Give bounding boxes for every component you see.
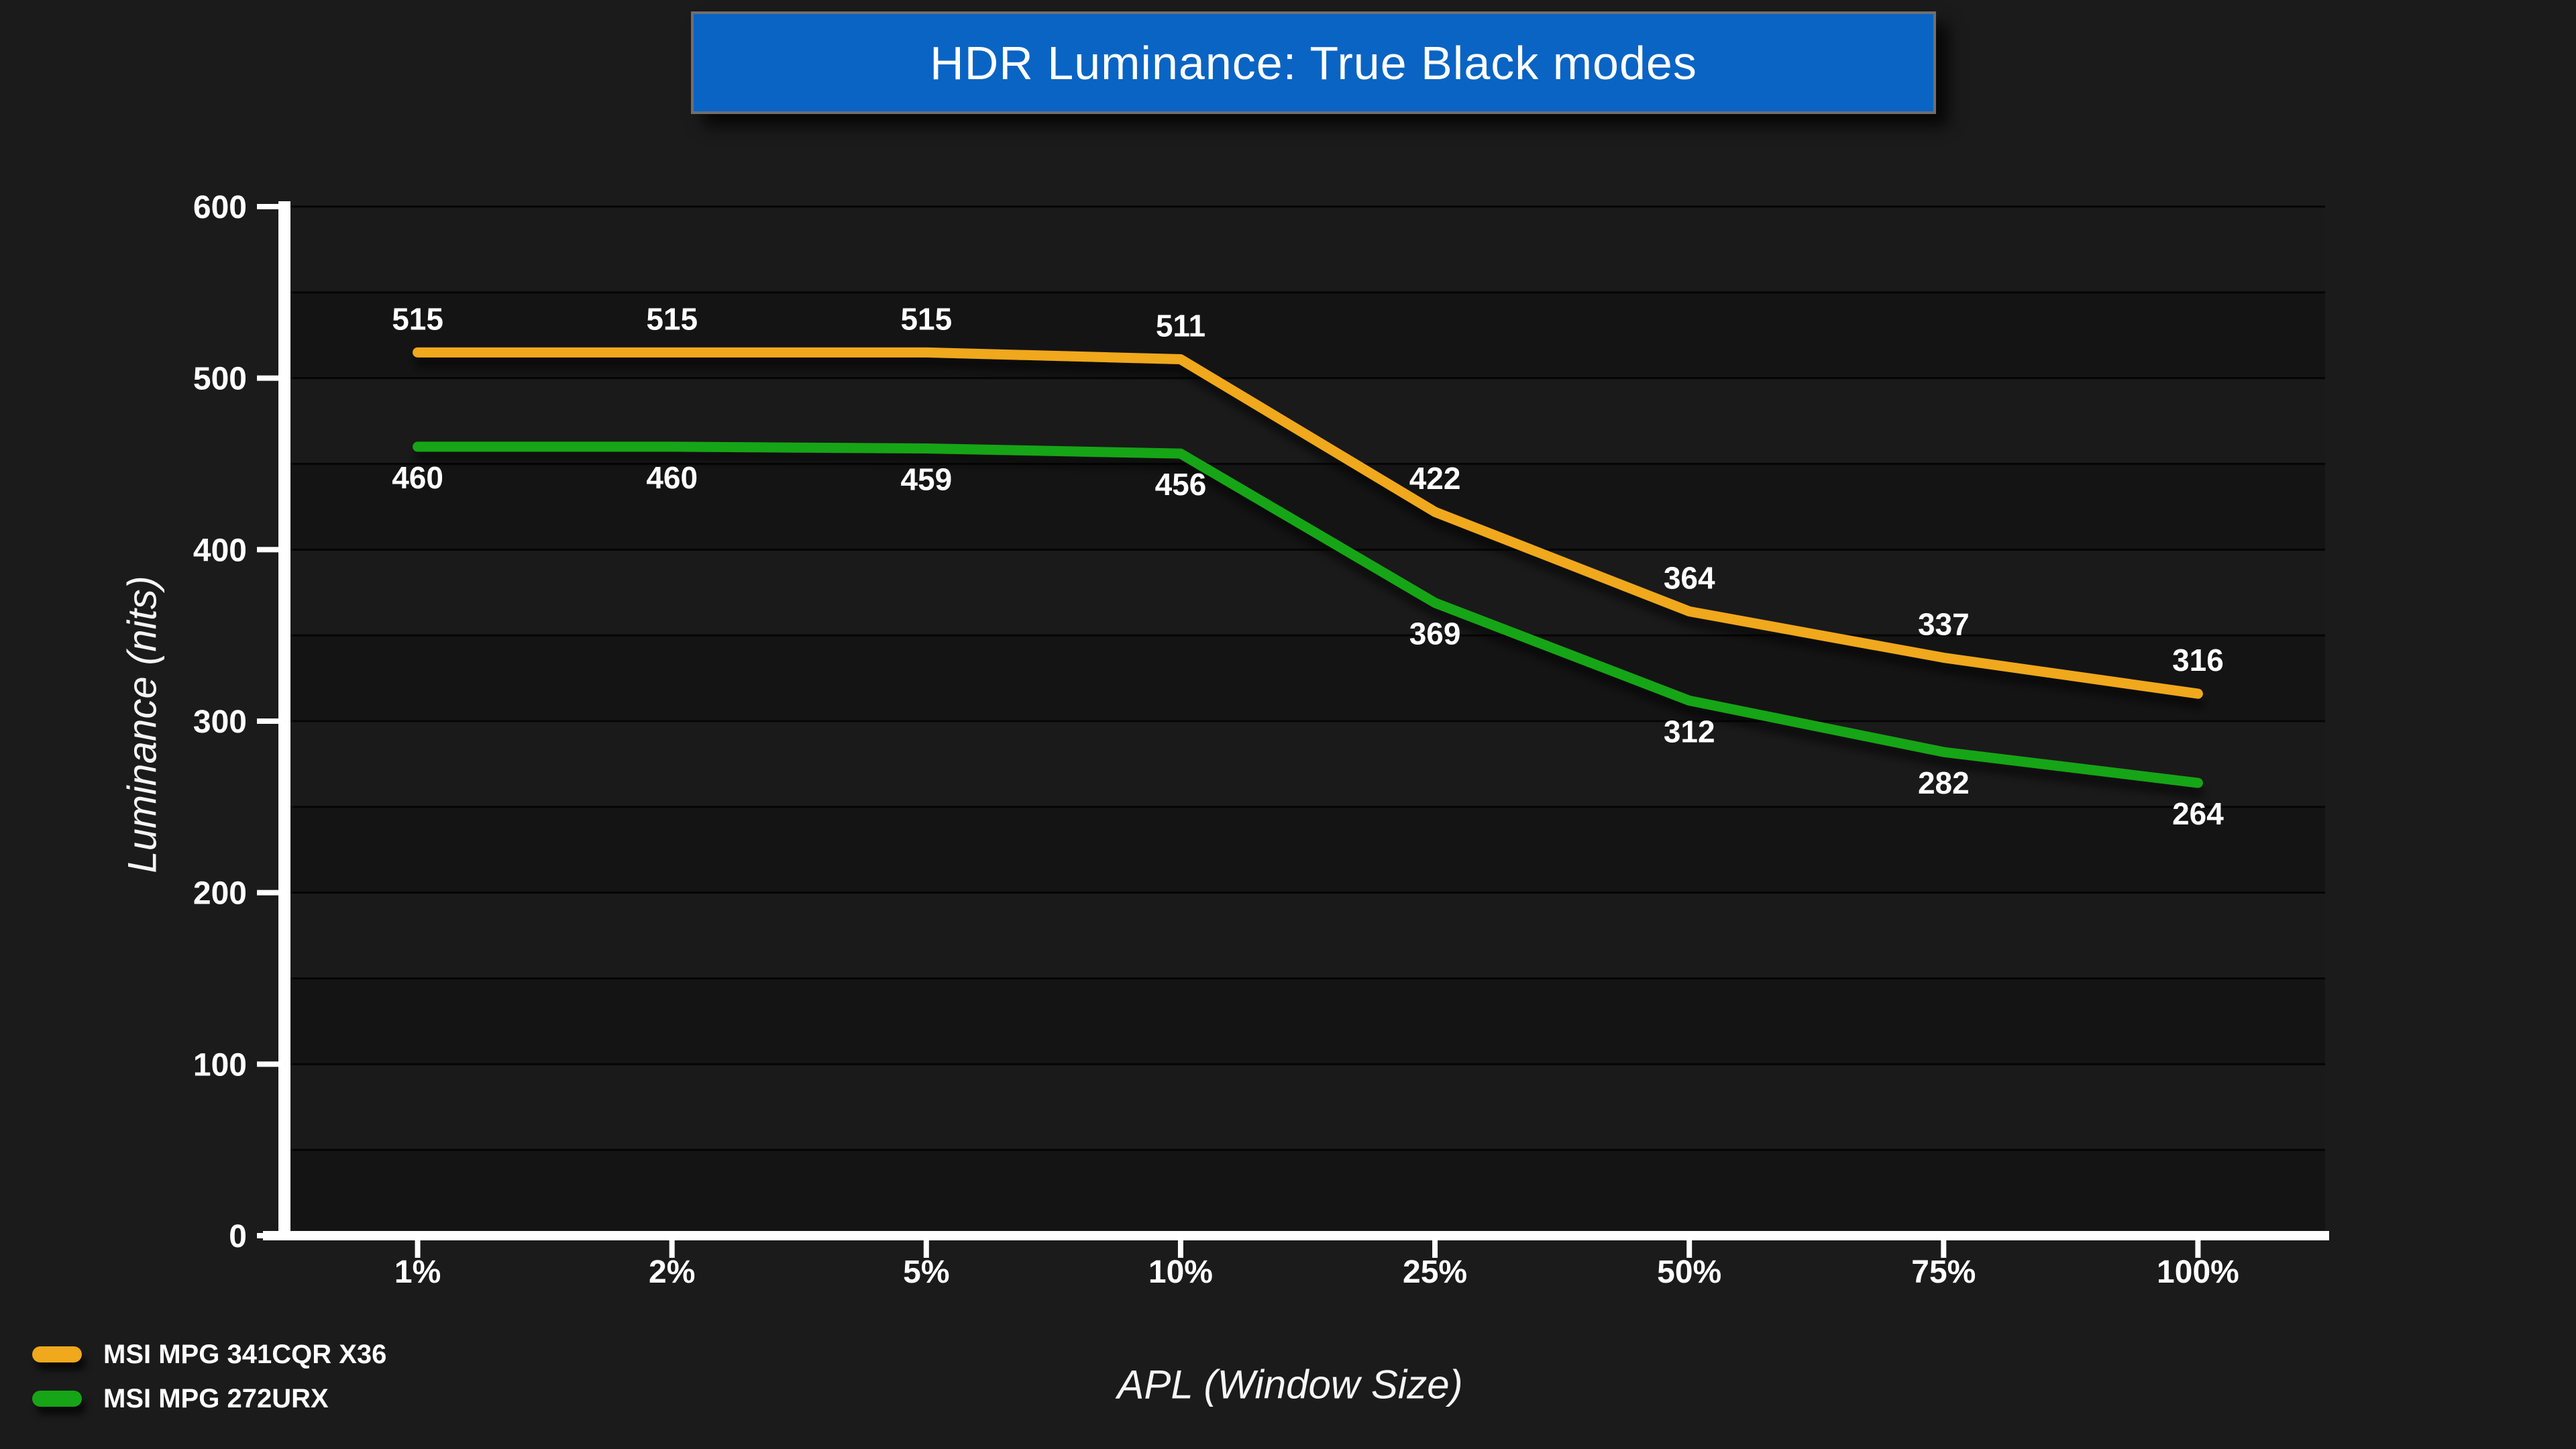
svg-text:515: 515 <box>900 301 952 336</box>
svg-text:25%: 25% <box>1403 1254 1467 1290</box>
y-axis-title: Luminance (nits) <box>119 576 165 873</box>
svg-text:511: 511 <box>1156 309 1205 343</box>
legend-item: MSI MPG 272URX <box>32 1383 386 1415</box>
svg-text:422: 422 <box>1409 461 1461 496</box>
svg-text:10%: 10% <box>1148 1254 1213 1290</box>
svg-text:300: 300 <box>193 704 247 740</box>
chart-title-banner: HDR Luminance: True Black modes <box>691 11 1936 114</box>
x-axis-title: APL (Window Size) <box>1117 1362 1463 1407</box>
svg-text:100: 100 <box>193 1047 247 1083</box>
svg-text:75%: 75% <box>1911 1254 1976 1290</box>
svg-text:0: 0 <box>229 1219 247 1254</box>
axis-ticks <box>257 204 2201 1258</box>
svg-text:264: 264 <box>2172 796 2224 831</box>
data-point-labels: 515 515 515 511 422 364 337 316 460 460 459 456 369 3… <box>392 301 2224 831</box>
horizontal-gridlines <box>290 205 2325 1151</box>
chart-title: HDR Luminance: True Black modes <box>930 36 1697 89</box>
svg-text:369: 369 <box>1409 616 1461 651</box>
axis-tick-labels: 0 100 200 300 400 500 600 1% 2% 5% 10% 25% 50% 75% 100… <box>193 190 2239 1290</box>
svg-text:50%: 50% <box>1657 1254 1721 1290</box>
svg-text:5%: 5% <box>903 1254 949 1290</box>
svg-text:460: 460 <box>392 460 443 495</box>
svg-text:364: 364 <box>1664 560 1715 595</box>
svg-text:316: 316 <box>2172 643 2224 678</box>
legend-item: MSI MPG 341CQR X36 <box>32 1338 386 1371</box>
svg-text:515: 515 <box>646 301 698 336</box>
svg-text:282: 282 <box>1918 765 1970 800</box>
legend-label: MSI MPG 341CQR X36 <box>103 1339 387 1369</box>
svg-text:515: 515 <box>392 301 443 336</box>
plot-background-bands <box>290 207 2325 1236</box>
legend: MSI MPG 341CQR X36 MSI MPG 272URX <box>32 1338 386 1415</box>
svg-text:100%: 100% <box>2157 1254 2239 1290</box>
svg-text:2%: 2% <box>649 1254 695 1290</box>
svg-text:337: 337 <box>1918 606 1970 641</box>
svg-text:460: 460 <box>646 460 698 495</box>
data-series-lines <box>413 347 2203 788</box>
legend-swatch-orange <box>32 1346 82 1362</box>
svg-text:200: 200 <box>193 876 247 912</box>
svg-text:600: 600 <box>193 190 247 225</box>
svg-text:456: 456 <box>1155 467 1207 502</box>
svg-text:400: 400 <box>193 533 247 568</box>
svg-text:1%: 1% <box>394 1254 441 1290</box>
svg-text:500: 500 <box>193 362 247 397</box>
axes <box>263 201 2329 1240</box>
svg-text:312: 312 <box>1664 714 1715 749</box>
legend-swatch-green <box>32 1391 82 1407</box>
legend-label: MSI MPG 272URX <box>103 1383 329 1413</box>
svg-text:459: 459 <box>900 462 952 496</box>
